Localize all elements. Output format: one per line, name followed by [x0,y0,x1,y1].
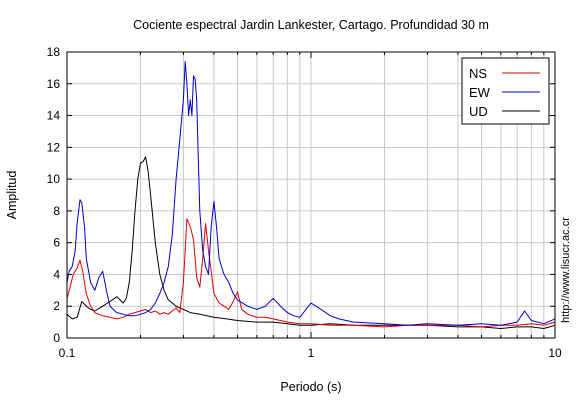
legend: NS EW UD [461,57,550,125]
y-tick-label: 16 [47,77,61,91]
watermark-url: http://www.lisucr.ac.cr [560,217,572,323]
chart-title: Cociente espectral Jardin Lankester, Car… [133,18,489,32]
y-tick-labels: 0 2 4 6 8 10 12 14 16 18 [47,45,61,345]
x-tick-label: 0.1 [59,346,76,360]
y-tick-label: 0 [53,331,60,345]
y-tick-label: 6 [53,236,60,250]
y-tick-label: 18 [47,45,61,59]
series-line-ew [66,61,556,326]
legend-label-ud: UD [469,104,488,119]
series-line-ns [66,218,556,328]
y-tick-label: 4 [53,267,60,281]
y-tick-label: 14 [47,109,61,123]
y-tick-label: 2 [53,299,60,313]
y-tick-label: 8 [53,204,60,218]
series-line-ud [66,156,556,329]
x-tick-label: 1 [308,346,315,360]
legend-label-ns: NS [469,66,487,81]
axis-ticks [66,51,555,339]
y-axis-label: Amplitud [5,171,19,220]
legend-box [461,57,550,125]
x-tick-label: 10 [548,346,562,360]
y-tick-label: 12 [47,140,61,154]
x-axis-label: Periodo (s) [280,380,341,394]
legend-label-ew: EW [469,85,491,100]
y-tick-label: 10 [47,172,61,186]
series-layer [66,61,556,329]
x-tick-labels: 0.1 1 10 [59,346,562,360]
